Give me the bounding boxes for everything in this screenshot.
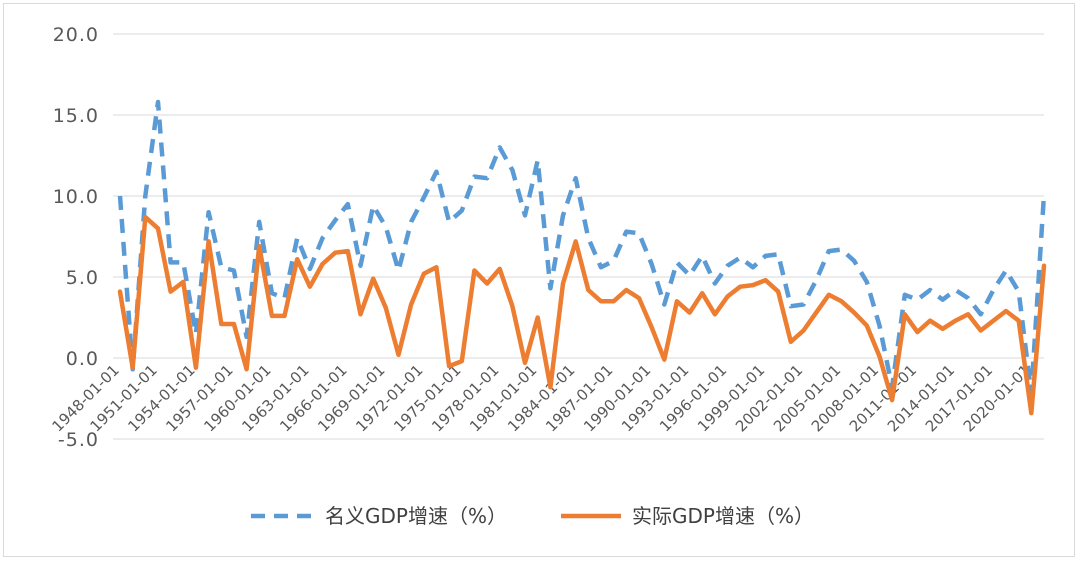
nominal-gdp-growth-line [117, 99, 1047, 396]
y-tick-label: 15.0 [53, 105, 99, 127]
x-axis-ticks: 1948-01-011951-01-011954-01-011957-01-01… [48, 361, 1034, 435]
gridlines [113, 33, 1044, 440]
legend: 名义GDP增速（%） 实际GDP增速（%） [251, 504, 814, 528]
y-tick-label: 5.0 [66, 267, 99, 289]
y-axis-ticks: 20.0 15.0 10.0 5.0 0.0 -5.0 [53, 24, 99, 451]
legend-label: 名义GDP增速（%） [325, 504, 507, 528]
y-tick-label: -5.0 [58, 429, 99, 451]
y-tick-label: 10.0 [53, 186, 99, 208]
y-tick-label: 20.0 [53, 24, 99, 46]
gdp-growth-line-chart: 20.0 15.0 10.0 5.0 0.0 -5.0 1948-01-011951-01… [48, 24, 1047, 528]
series-lines [117, 99, 1047, 416]
y-tick-label: 0.0 [66, 348, 99, 370]
chart-frame: 20.0 15.0 10.0 5.0 0.0 -5.0 1948-01-01 1951-01… [3, 3, 1075, 557]
real-gdp-growth-line [117, 214, 1047, 416]
legend-label: 实际GDP增速（%） [632, 504, 814, 528]
